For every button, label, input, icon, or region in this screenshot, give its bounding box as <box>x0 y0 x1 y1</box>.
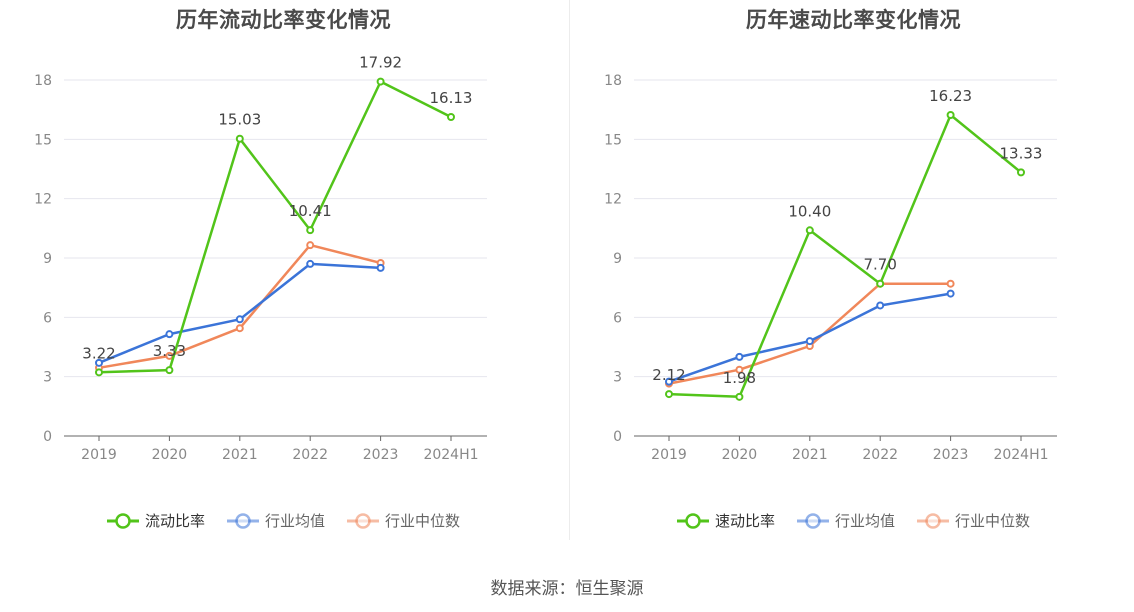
data-point[interactable] <box>306 226 315 235</box>
data-point[interactable] <box>95 358 103 367</box>
x-tick-label: 2023 <box>363 447 399 463</box>
x-tick-label: 2020 <box>722 447 758 463</box>
data-point[interactable] <box>235 134 244 143</box>
data-point[interactable] <box>665 390 673 399</box>
data-label: 16.13 <box>430 89 473 107</box>
data-point[interactable] <box>946 289 955 298</box>
y-tick-label: 18 <box>34 73 52 89</box>
data-point[interactable] <box>95 368 103 377</box>
data-point[interactable] <box>165 366 174 375</box>
x-tick-label: 2022 <box>292 447 328 463</box>
legend-swatch-icon <box>347 512 379 529</box>
data-point[interactable] <box>376 77 385 86</box>
data-point[interactable] <box>1017 168 1025 177</box>
series-line <box>668 113 1022 399</box>
y-tick-label: 3 <box>43 370 52 386</box>
data-label: 17.92 <box>359 54 402 72</box>
data-point[interactable] <box>876 279 885 288</box>
data-point[interactable] <box>735 365 744 374</box>
data-label: 7.70 <box>863 256 896 274</box>
legend-swatch-icon <box>106 512 139 529</box>
y-tick-label: 9 <box>43 251 52 267</box>
y-tick-label: 12 <box>34 192 52 208</box>
legend-swatch-icon <box>796 512 829 529</box>
quick-ratio-chart: 0 3 6 9 12 15 18 2019 2020 2021 2022 2023 2024H1 2.12… <box>604 73 1057 463</box>
data-point[interactable] <box>235 324 244 333</box>
current-ratio-chart-panel: 历年流动比率变化情况 0 3 6 9 12 15 18 2019 2020 2021 2022 202… <box>0 0 567 560</box>
x-tick-label: 2022 <box>862 447 898 463</box>
legend-item[interactable]: 行业均值 <box>226 510 325 531</box>
legend-label: 行业中位数 <box>385 512 461 530</box>
y-tick-label: 0 <box>613 429 622 445</box>
data-label: 10.40 <box>788 202 831 220</box>
data-point[interactable] <box>735 352 744 361</box>
x-tick-label: 2021 <box>222 447 258 463</box>
data-point[interactable] <box>805 226 814 235</box>
x-tick-label: 2024H1 <box>423 447 478 463</box>
legend-swatch-icon <box>917 512 949 529</box>
data-label: 1.98 <box>723 369 756 387</box>
legend-item[interactable]: 速动比率 <box>676 510 775 531</box>
data-label: 15.03 <box>218 111 261 129</box>
legend-item[interactable]: 行业中位数 <box>347 510 460 531</box>
chart-legend: 速动比率 行业均值 行业中位数 <box>570 510 1134 531</box>
legend-swatch-icon <box>676 512 709 529</box>
legend-swatch-icon <box>226 512 259 529</box>
x-tick-label: 2019 <box>651 447 687 463</box>
y-tick-label: 15 <box>604 132 622 148</box>
data-label: 10.41 <box>289 202 332 220</box>
series-line <box>668 282 951 385</box>
data-label: 3.22 <box>82 344 115 362</box>
y-tick-label: 18 <box>604 73 622 89</box>
x-tick-label: 2020 <box>152 447 188 463</box>
y-tick-label: 6 <box>613 310 622 326</box>
legend-label: 流动比率 <box>144 512 205 530</box>
data-point[interactable] <box>165 330 174 339</box>
chart-title: 历年流动比率变化情况 <box>176 8 391 32</box>
series-line <box>98 80 452 374</box>
data-point[interactable] <box>665 377 673 386</box>
legend-label: 行业均值 <box>264 512 325 530</box>
legend-item[interactable]: 行业中位数 <box>917 510 1030 531</box>
series-line <box>98 262 381 364</box>
x-tick-label: 2021 <box>792 447 828 463</box>
y-tick-label: 6 <box>43 310 52 326</box>
quick-ratio-chart-panel: 历年速动比率变化情况 0 3 6 9 12 15 18 2019 2020 2021 2022 202… <box>570 0 1134 560</box>
data-point[interactable] <box>735 392 744 401</box>
data-label: 13.33 <box>1000 144 1043 162</box>
data-point[interactable] <box>447 112 455 121</box>
data-point[interactable] <box>876 301 885 310</box>
series-line <box>98 243 381 370</box>
current-ratio-chart: 0 3 6 9 12 15 18 2019 2020 2021 2022 2023 2024H1 3.22… <box>34 54 487 463</box>
legend-label: 行业均值 <box>834 512 895 530</box>
y-tick-label: 9 <box>613 251 622 267</box>
data-label: 16.23 <box>929 87 972 105</box>
data-label: 3.33 <box>153 342 186 360</box>
y-tick-label: 0 <box>43 429 52 445</box>
data-point[interactable] <box>946 279 955 288</box>
legend-label: 速动比率 <box>714 512 775 530</box>
y-tick-label: 3 <box>613 370 622 386</box>
x-tick-label: 2023 <box>933 447 969 463</box>
x-tick-label: 2019 <box>81 447 117 463</box>
data-point[interactable] <box>165 351 174 360</box>
data-point[interactable] <box>306 259 315 268</box>
legend-item[interactable]: 行业均值 <box>796 510 895 531</box>
data-label: 2.12 <box>652 366 685 384</box>
chart-legend: 流动比率 行业均值 行业中位数 <box>0 510 567 531</box>
chart-title: 历年速动比率变化情况 <box>746 8 961 32</box>
data-point[interactable] <box>376 263 385 272</box>
data-point[interactable] <box>946 111 955 120</box>
y-tick-label: 15 <box>34 132 52 148</box>
x-tick-label: 2024H1 <box>993 447 1048 463</box>
data-point[interactable] <box>306 241 315 250</box>
data-point[interactable] <box>235 315 244 324</box>
legend-label: 行业中位数 <box>955 512 1031 530</box>
data-point[interactable] <box>805 337 814 346</box>
legend-item[interactable]: 流动比率 <box>106 510 205 531</box>
data-source-label: 数据来源：恒生聚源 <box>490 579 644 599</box>
panel-divider <box>569 0 570 540</box>
y-tick-label: 12 <box>604 192 622 208</box>
